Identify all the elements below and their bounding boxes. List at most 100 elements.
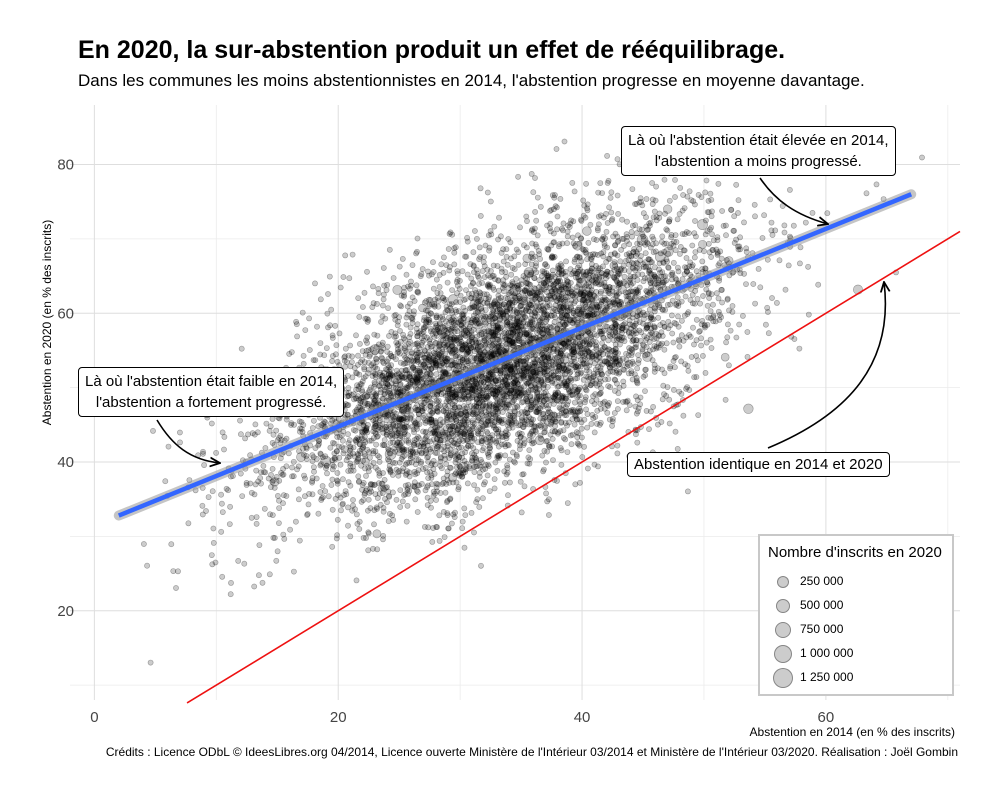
data-point (342, 353, 348, 360)
data-point (537, 366, 544, 373)
data-point (368, 488, 374, 495)
data-point (719, 208, 725, 214)
data-point (731, 213, 738, 220)
data-point (455, 440, 461, 447)
data-point (493, 388, 500, 394)
data-point (255, 572, 262, 579)
data-point (471, 348, 478, 355)
data-point (426, 412, 433, 419)
data-point (504, 422, 511, 429)
data-point (484, 346, 491, 352)
data-point (551, 194, 558, 201)
data-point (427, 357, 434, 364)
data-point (564, 278, 571, 285)
data-point (469, 407, 476, 414)
data-point (593, 351, 600, 358)
data-point (641, 275, 648, 282)
data-point (730, 227, 737, 234)
data-point (426, 370, 433, 377)
data-point (464, 238, 471, 245)
data-point (460, 342, 467, 349)
data-point (533, 356, 540, 363)
data-point (522, 261, 529, 267)
data-point (541, 466, 547, 473)
data-point (919, 154, 925, 161)
data-point (531, 295, 538, 302)
data-point (405, 283, 411, 290)
data-point (725, 321, 731, 328)
data-point (390, 275, 397, 281)
data-point (571, 188, 578, 195)
data-point (444, 472, 451, 479)
data-point (438, 261, 445, 268)
data-point (527, 430, 534, 437)
data-point (559, 240, 566, 247)
data-point (708, 224, 715, 231)
data-point (615, 268, 622, 275)
data-point (448, 362, 454, 369)
data-point (561, 284, 567, 290)
data-point (549, 378, 555, 385)
data-point (476, 424, 483, 431)
data-point (568, 441, 575, 448)
data-point (432, 419, 439, 425)
data-point (595, 221, 602, 228)
data-point (716, 260, 723, 267)
data-point (487, 228, 494, 234)
data-point (454, 270, 461, 277)
data-point (535, 393, 542, 400)
data-point (741, 219, 747, 226)
data-point (359, 486, 365, 493)
data-point (697, 300, 703, 307)
data-point (492, 336, 502, 347)
data-point (413, 340, 420, 347)
data-point (626, 268, 632, 274)
data-point (361, 364, 367, 371)
data-point (594, 225, 601, 232)
data-point (646, 347, 653, 354)
data-point (434, 524, 440, 530)
data-point (544, 383, 551, 390)
data-point (598, 306, 604, 313)
data-point (463, 287, 469, 293)
data-point (522, 275, 529, 281)
data-point (646, 426, 652, 432)
data-point (427, 497, 434, 504)
data-point (697, 219, 708, 231)
data-point (584, 297, 591, 304)
data-point (718, 255, 725, 262)
data-point (651, 208, 658, 215)
data-point (459, 525, 466, 532)
data-point (526, 363, 533, 370)
data-point (506, 479, 513, 486)
data-point (455, 486, 462, 493)
data-point (543, 284, 550, 290)
data-point (462, 253, 468, 260)
data-point (863, 190, 870, 197)
data-point (385, 445, 392, 452)
data-point (676, 388, 682, 395)
data-point (286, 350, 293, 357)
data-point (563, 277, 570, 284)
data-point (675, 313, 681, 320)
data-point (350, 463, 356, 470)
data-point (541, 361, 548, 368)
data-point (362, 465, 368, 472)
data-point (480, 378, 487, 385)
data-point (755, 265, 762, 272)
data-point (520, 471, 527, 477)
data-point (572, 243, 578, 249)
data-point (380, 533, 387, 539)
data-point (315, 423, 322, 430)
data-point (375, 480, 382, 487)
data-point (614, 270, 621, 277)
data-point (708, 254, 714, 260)
data-point (703, 177, 710, 184)
data-point (429, 539, 436, 545)
data-point (571, 348, 578, 355)
data-point (287, 526, 293, 533)
data-point (744, 329, 751, 335)
data-point (584, 276, 591, 283)
data-point (703, 217, 709, 224)
data-point (420, 440, 427, 447)
